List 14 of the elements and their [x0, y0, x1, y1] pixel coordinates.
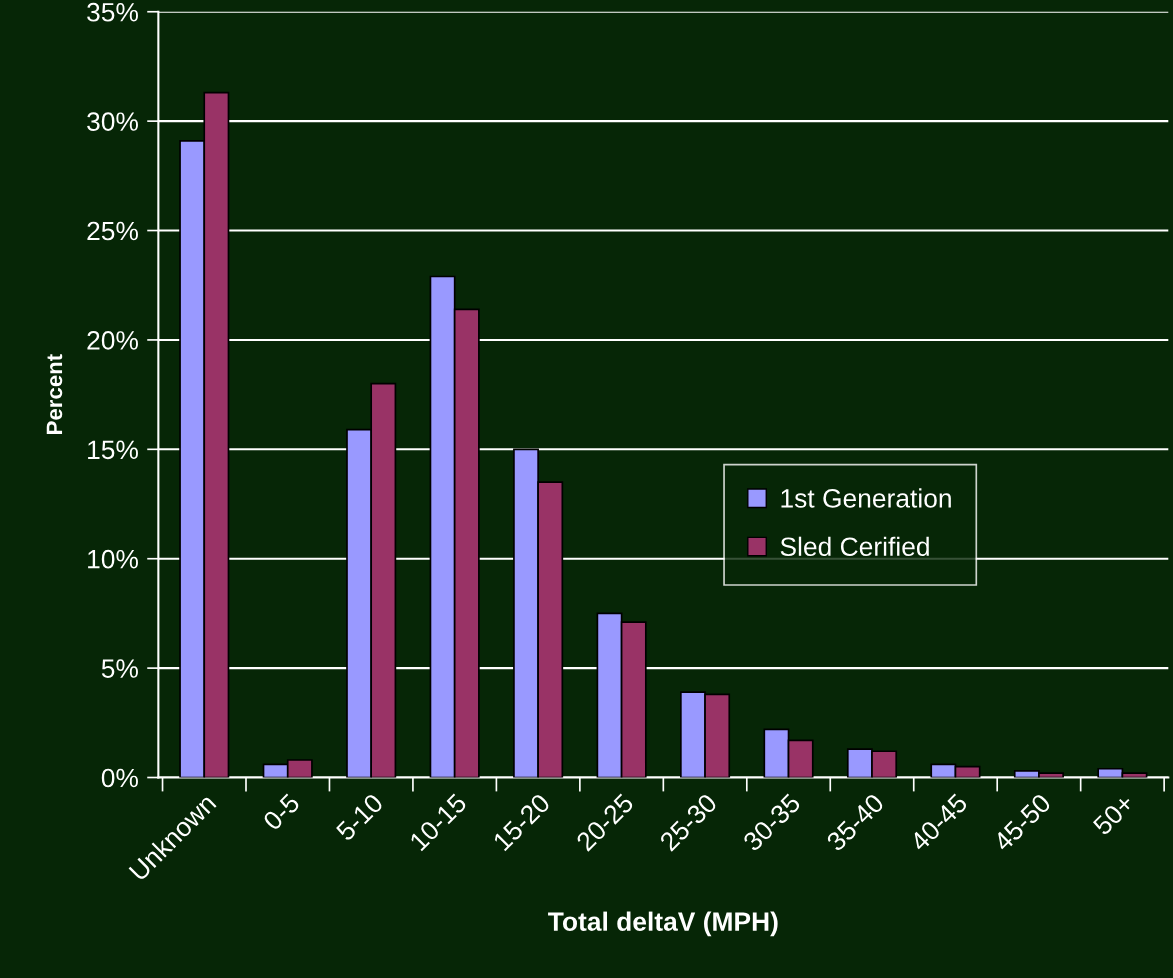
y-tick-label: 5%	[101, 659, 138, 678]
y-tick-label: 20%	[87, 331, 138, 350]
x-tick-label: 50+	[1091, 792, 1136, 837]
y-axis-title: Percent	[46, 354, 63, 434]
x-tick-label: 0-5	[261, 792, 301, 832]
legend-label: 1st Generation	[781, 488, 951, 508]
x-axis-title: Total deltaV (MPH)	[548, 911, 778, 937]
y-tick-label: 15%	[88, 440, 138, 460]
y-tick-label: 25%	[87, 221, 138, 241]
legend-label: Sled Cerified	[780, 536, 929, 557]
y-tick-label: 30%	[87, 112, 138, 131]
y-tick-label: 0%	[101, 768, 138, 788]
y-tick-label: 10%	[88, 549, 138, 569]
y-tick-label: 35%	[87, 2, 138, 22]
